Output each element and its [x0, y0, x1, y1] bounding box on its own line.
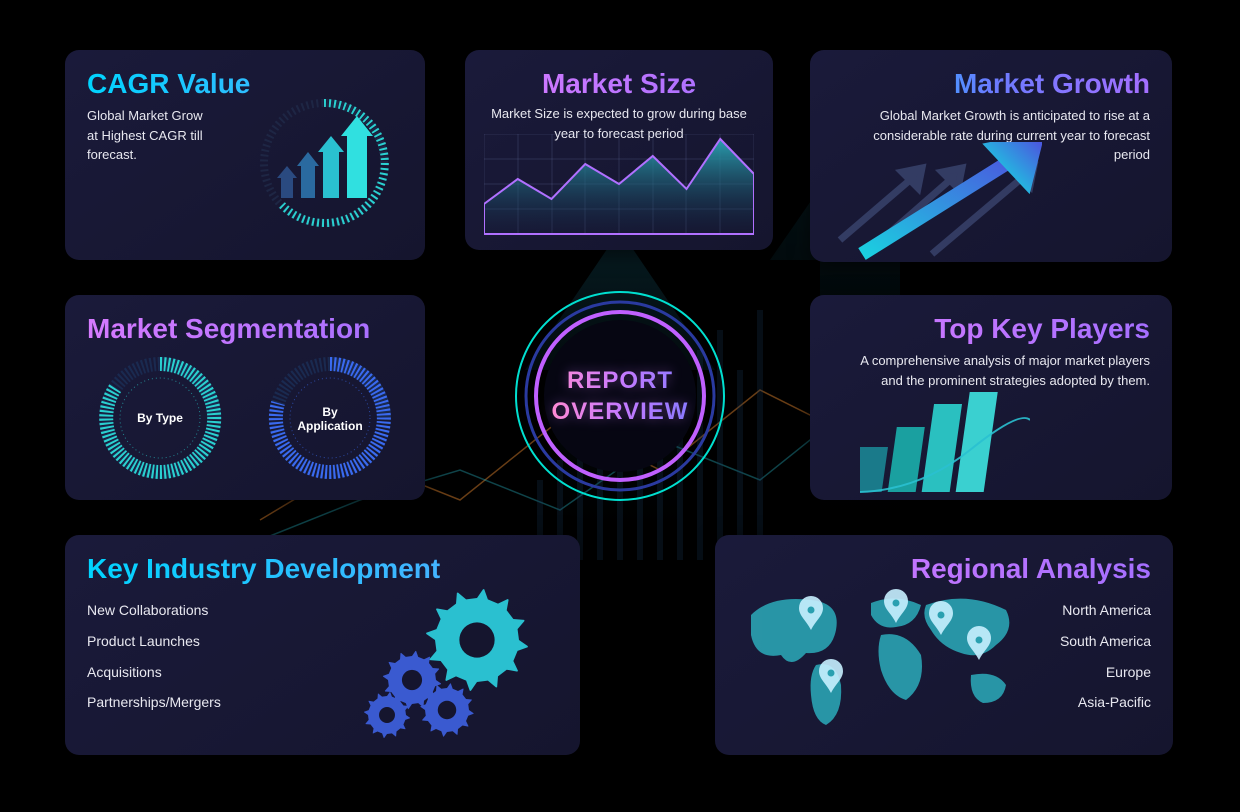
donut-app-label: By Application	[290, 405, 370, 433]
cagr-card: CAGR Value Global Market Grow at Highest…	[65, 50, 425, 260]
cagr-subtext: Global Market Grow at Highest CAGR till …	[87, 106, 207, 165]
segmentation-title: Market Segmentation	[87, 313, 403, 345]
center-badge: REPORT OVERVIEW	[512, 288, 728, 504]
cagr-gauge-icon	[229, 78, 419, 248]
key-industry-card: Key Industry Development New Collaborati…	[65, 535, 580, 755]
market-growth-title: Market Growth	[832, 68, 1150, 100]
top-players-subtext: A comprehensive analysis of major market…	[860, 351, 1150, 390]
market-size-card: Market Size Market Size is expected to g…	[465, 50, 773, 250]
center-badge-text: REPORT OVERVIEW	[552, 365, 689, 427]
top-players-bars-icon	[860, 390, 1030, 500]
regional-card: Regional Analysis North America South Am…	[715, 535, 1173, 755]
donut-type-label: By Type	[120, 411, 200, 425]
top-players-card: Top Key Players A comprehensive analysis…	[810, 295, 1172, 500]
gears-icon	[342, 565, 572, 745]
world-map-icon	[721, 575, 1021, 745]
segmentation-card: Market Segmentation By Type By Applicati…	[65, 295, 425, 500]
center-line1: REPORT	[567, 367, 673, 394]
market-size-chart	[484, 134, 754, 236]
top-players-title: Top Key Players	[832, 313, 1150, 345]
center-line2: OVERVIEW	[552, 398, 689, 425]
market-size-title: Market Size	[487, 68, 751, 100]
market-growth-card: Market Growth Global Market Growth is an…	[810, 50, 1172, 262]
growth-arrows-icon	[822, 142, 1042, 262]
